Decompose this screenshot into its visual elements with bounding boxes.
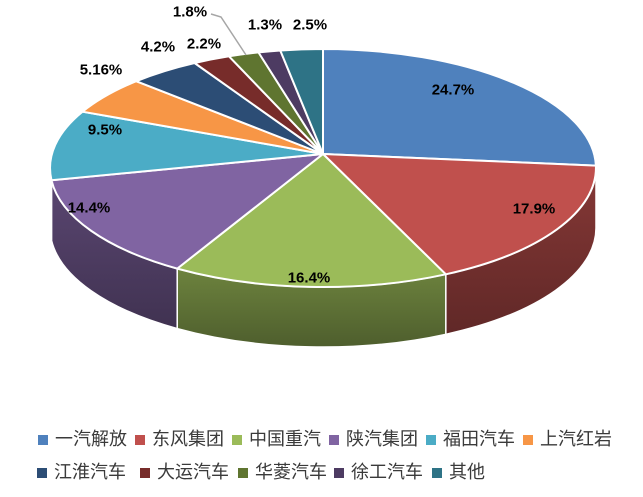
legend-swatch	[140, 467, 150, 478]
legend-swatch	[38, 434, 48, 445]
legend-label: 上汽红岩	[540, 429, 612, 449]
legend-item-2: 中国重汽	[232, 430, 321, 449]
legend-swatch	[329, 434, 339, 445]
legend-item-4: 福田汽车	[426, 430, 515, 449]
pie-data-label-1: 17.9%	[513, 201, 556, 218]
legend-swatch	[37, 467, 47, 478]
legend-swatch	[432, 467, 442, 478]
legend-swatch	[238, 467, 248, 478]
pie-slice-3	[50, 153, 324, 270]
legend-item-1: 东风集团	[135, 430, 224, 449]
legend-item-0: 一汽解放	[38, 430, 127, 449]
pie-data-label-8: 1.8%	[173, 4, 207, 21]
legend-swatch	[135, 434, 145, 445]
legend-item-5: 上汽红岩	[523, 430, 612, 449]
pie-3d-plot-area: 24.7% 17.9% 16.4% 14.4% 9.5% 5.16% 4.2% 2.2% 1.8…	[49, 4, 597, 348]
label-leader-line	[210, 13, 247, 56]
pie-data-label-6: 4.2%	[141, 39, 175, 56]
legend-label: 华菱汽车	[255, 462, 327, 482]
pie-data-label-9: 1.3%	[248, 17, 282, 34]
pie-slice-1	[322, 153, 597, 276]
pie-data-label-2: 16.4%	[288, 270, 331, 287]
legend-swatch	[426, 434, 436, 445]
legend-label: 福田汽车	[443, 429, 515, 449]
pie-data-label-10: 2.5%	[293, 17, 327, 34]
legend-label: 东风集团	[152, 429, 224, 449]
legend-label: 一汽解放	[55, 429, 127, 449]
legend-label: 其他	[449, 462, 485, 482]
legend-label: 大运汽车	[157, 462, 229, 482]
legend-item-8: 华菱汽车	[238, 463, 327, 482]
legend-item-10: 其他	[432, 463, 485, 482]
legend-label: 陕汽集团	[346, 429, 418, 449]
legend-label: 江淮汽车	[54, 462, 126, 482]
pie-slice-10	[279, 48, 324, 155]
legend-item-6: 江淮汽车	[37, 463, 126, 482]
legend-label: 中国重汽	[249, 429, 321, 449]
pie-data-label-0: 24.7%	[432, 82, 475, 99]
pie-data-label-7: 2.2%	[187, 36, 221, 53]
pie-data-label-3: 14.4%	[68, 200, 111, 217]
legend-item-7: 大运汽车	[140, 463, 229, 482]
legend-swatch	[334, 467, 344, 478]
pie-slice-4	[49, 110, 324, 182]
pie-data-label-5: 5.16%	[80, 62, 123, 79]
legend-item-9: 徐工汽车	[334, 463, 423, 482]
legend-swatch	[232, 434, 242, 445]
pie-slice-2	[176, 153, 447, 288]
pie-data-label-4: 9.5%	[88, 122, 122, 139]
pie-slice-0	[322, 48, 597, 167]
legend-item-3: 陕汽集团	[329, 430, 418, 449]
legend-label: 徐工汽车	[351, 462, 423, 482]
legend-swatch	[523, 434, 533, 445]
